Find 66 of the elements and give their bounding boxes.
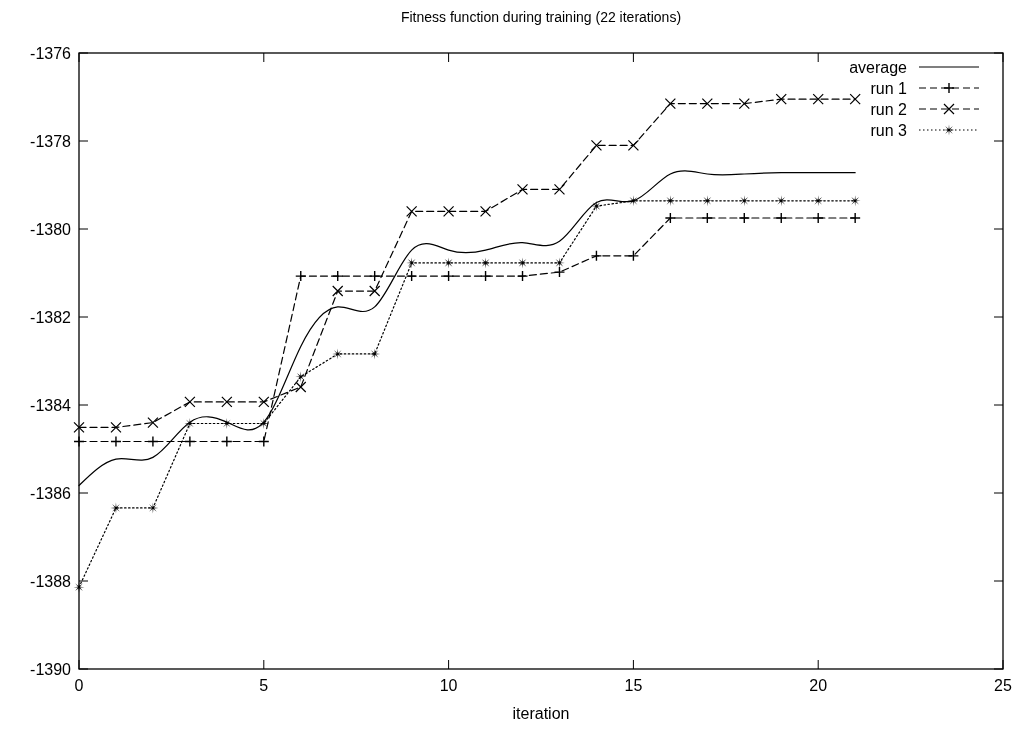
point bbox=[443, 271, 454, 282]
point bbox=[776, 213, 787, 223]
point bbox=[701, 98, 713, 110]
point bbox=[147, 417, 159, 429]
x-tick-label: 10 bbox=[439, 677, 458, 694]
point bbox=[591, 250, 602, 261]
y-tick-label: -1378 bbox=[30, 132, 72, 150]
point bbox=[369, 271, 380, 282]
point bbox=[74, 436, 84, 447]
y-tick-label: -1386 bbox=[30, 484, 72, 502]
point bbox=[702, 213, 713, 223]
point bbox=[258, 396, 270, 408]
point bbox=[739, 213, 750, 223]
y-tick-label: -1380 bbox=[30, 220, 72, 238]
legend-label: run 3 bbox=[870, 121, 908, 139]
point bbox=[627, 195, 639, 207]
x-axis-title: iteration bbox=[512, 705, 570, 722]
point bbox=[110, 421, 122, 434]
point bbox=[295, 381, 307, 393]
point bbox=[664, 98, 676, 110]
point bbox=[221, 436, 232, 447]
x-tick-label: 15 bbox=[624, 677, 643, 694]
point bbox=[184, 396, 196, 408]
point bbox=[628, 250, 639, 261]
y-tick-label: -1390 bbox=[30, 660, 72, 678]
point bbox=[553, 183, 566, 195]
point bbox=[813, 213, 824, 223]
point bbox=[516, 183, 529, 195]
point bbox=[664, 195, 676, 207]
point bbox=[627, 139, 639, 151]
point bbox=[406, 205, 418, 217]
point bbox=[554, 267, 565, 278]
point bbox=[517, 271, 528, 282]
point bbox=[665, 213, 676, 223]
point bbox=[406, 271, 417, 282]
x-tick-label: 25 bbox=[994, 677, 1012, 694]
point bbox=[850, 213, 861, 223]
point bbox=[443, 205, 455, 217]
point bbox=[295, 271, 306, 282]
point bbox=[184, 436, 195, 447]
point bbox=[332, 271, 343, 282]
point bbox=[258, 436, 269, 447]
point bbox=[147, 436, 158, 447]
y-tick-label: -1384 bbox=[30, 396, 72, 414]
legend-label: run 1 bbox=[870, 79, 908, 97]
x-tick-label: 0 bbox=[74, 677, 84, 694]
point bbox=[738, 98, 750, 110]
point bbox=[590, 139, 603, 151]
y-tick-label: -1376 bbox=[30, 44, 72, 62]
point bbox=[221, 396, 233, 408]
point bbox=[812, 93, 824, 105]
point bbox=[369, 285, 381, 297]
point bbox=[479, 205, 492, 217]
point bbox=[849, 93, 861, 105]
point bbox=[775, 93, 787, 105]
chart-title: Fitness function during training (22 iterations) bbox=[400, 9, 682, 25]
point bbox=[480, 271, 491, 282]
legend-label: run 2 bbox=[870, 100, 908, 118]
x-tick-label: 20 bbox=[809, 677, 828, 694]
point bbox=[73, 421, 85, 434]
point bbox=[110, 436, 121, 447]
y-tick-label: -1382 bbox=[30, 308, 72, 326]
x-tick-label: 5 bbox=[259, 677, 269, 694]
y-tick-label: -1388 bbox=[30, 572, 72, 590]
legend-label: average bbox=[849, 58, 908, 76]
point bbox=[332, 285, 344, 297]
